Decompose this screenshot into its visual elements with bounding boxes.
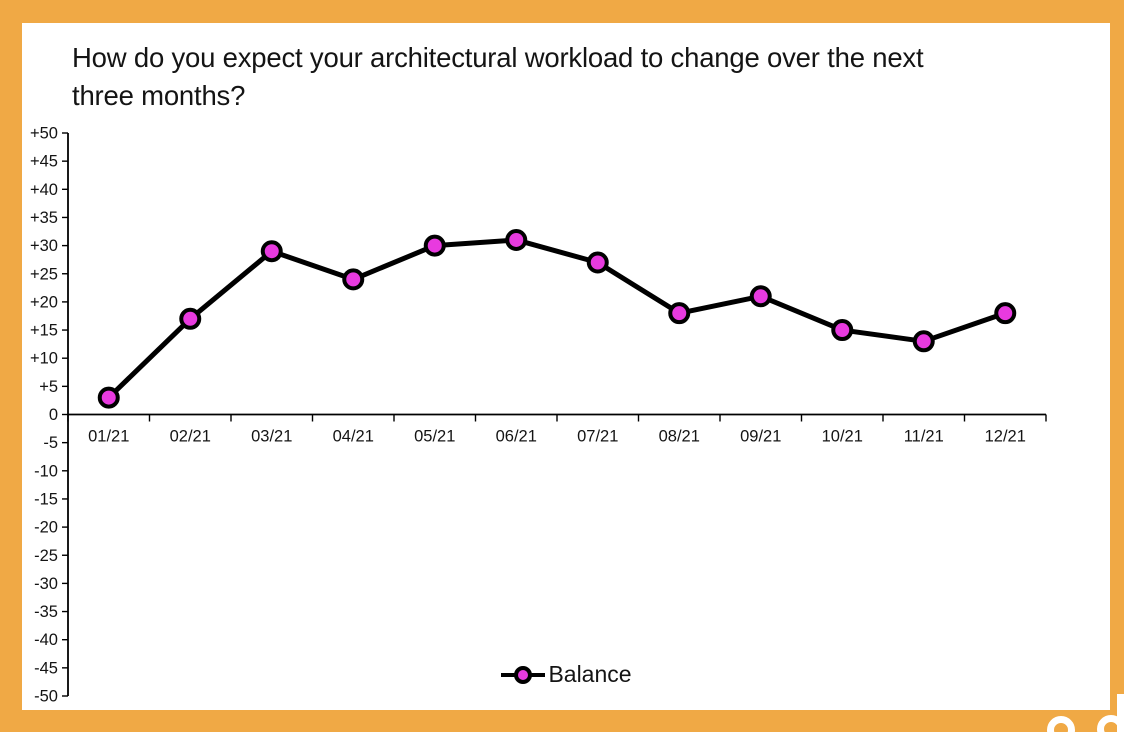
svg-text:12/21: 12/21 xyxy=(985,428,1026,446)
line-chart: +50+45+40+35+30+25+20+15+10+50-5-10-15-2… xyxy=(30,125,1047,706)
svg-text:10/21: 10/21 xyxy=(822,428,863,446)
legend-label: Balance xyxy=(548,661,632,687)
legend-marker-icon xyxy=(501,665,546,684)
svg-text:+45: +45 xyxy=(30,153,58,171)
chart-legend: Balance xyxy=(22,661,1110,688)
svg-text:03/21: 03/21 xyxy=(251,428,292,446)
svg-text:+10: +10 xyxy=(30,350,58,368)
svg-text:04/21: 04/21 xyxy=(333,428,374,446)
svg-text:-30: -30 xyxy=(34,575,58,593)
svg-text:+40: +40 xyxy=(30,181,58,199)
svg-text:01/21: 01/21 xyxy=(88,428,129,446)
svg-text:-20: -20 xyxy=(34,519,58,537)
logo-stem xyxy=(1117,694,1124,732)
logo-circle-icon xyxy=(1047,716,1075,732)
svg-text:+20: +20 xyxy=(30,293,58,311)
svg-text:-5: -5 xyxy=(43,434,58,452)
svg-text:08/21: 08/21 xyxy=(659,428,700,446)
chart-title: How do you expect your architectural wor… xyxy=(72,39,1082,115)
chart-title-line-2: three months? xyxy=(72,80,246,111)
svg-text:-40: -40 xyxy=(34,631,58,649)
chart-title-line-1: How do you expect your architectural wor… xyxy=(72,42,924,73)
legend-swatch-circle xyxy=(514,665,533,684)
svg-text:-15: -15 xyxy=(34,490,58,508)
svg-text:+50: +50 xyxy=(30,125,58,143)
svg-text:+25: +25 xyxy=(30,265,58,283)
svg-text:09/21: 09/21 xyxy=(740,428,781,446)
svg-text:+5: +5 xyxy=(39,378,58,396)
chart-canvas: How do you expect your architectural wor… xyxy=(22,23,1110,710)
svg-text:-50: -50 xyxy=(34,688,58,706)
svg-text:06/21: 06/21 xyxy=(496,428,537,446)
svg-text:-35: -35 xyxy=(34,603,58,621)
svg-text:11/21: 11/21 xyxy=(904,428,944,446)
svg-text:0: 0 xyxy=(49,406,58,424)
svg-text:-10: -10 xyxy=(34,462,58,480)
brand-logo-fragment xyxy=(1047,694,1124,732)
svg-text:-45: -45 xyxy=(34,659,58,677)
svg-text:+30: +30 xyxy=(30,237,58,255)
svg-text:02/21: 02/21 xyxy=(170,428,211,446)
svg-text:05/21: 05/21 xyxy=(414,428,455,446)
svg-text:+15: +15 xyxy=(30,322,58,340)
svg-text:07/21: 07/21 xyxy=(577,428,618,446)
svg-text:+35: +35 xyxy=(30,209,58,227)
svg-text:-25: -25 xyxy=(34,547,58,565)
